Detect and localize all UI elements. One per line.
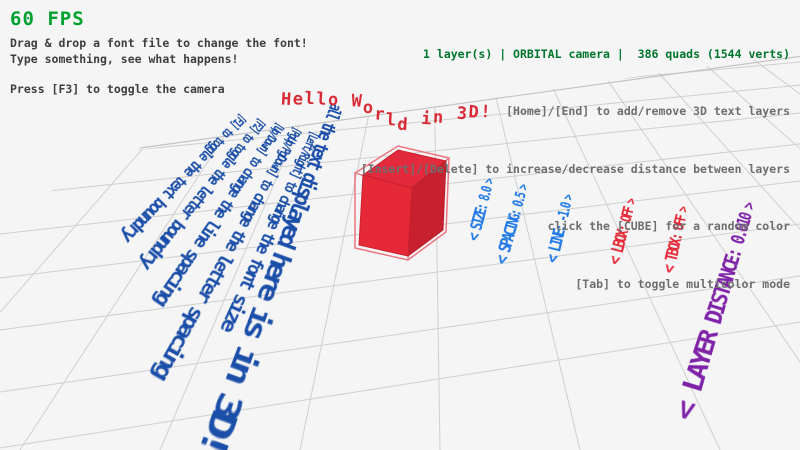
fps-counter: 60 FPS: [10, 8, 85, 32]
hint-layer-distance: [Insert]/[Delete] to increase/decrease d…: [361, 162, 790, 176]
hint-cube-color: click the [CUBE] for a random color: [361, 219, 790, 233]
status-bar: 1 layer(s) | ORBITAL camera | 386 quads …: [361, 47, 790, 61]
hint-toggle-camera: Press [F3] to toggle the camera: [10, 82, 225, 96]
hint-type-something: Type something, see what happens!: [10, 52, 238, 66]
hint-add-remove-layers: [Home]/[End] to add/remove 3D text layer…: [361, 104, 790, 118]
text-3d-demo-window: [F1] to toggle the text boundry [F2] to …: [0, 0, 800, 450]
hint-multicolor-mode: [Tab] to toggle multicolor mode: [361, 277, 790, 291]
hint-drag-drop-font: Drag & drop a font file to change the fo…: [10, 36, 308, 50]
right-hud: 1 layer(s) | ORBITAL camera | 386 quads …: [361, 7, 790, 334]
